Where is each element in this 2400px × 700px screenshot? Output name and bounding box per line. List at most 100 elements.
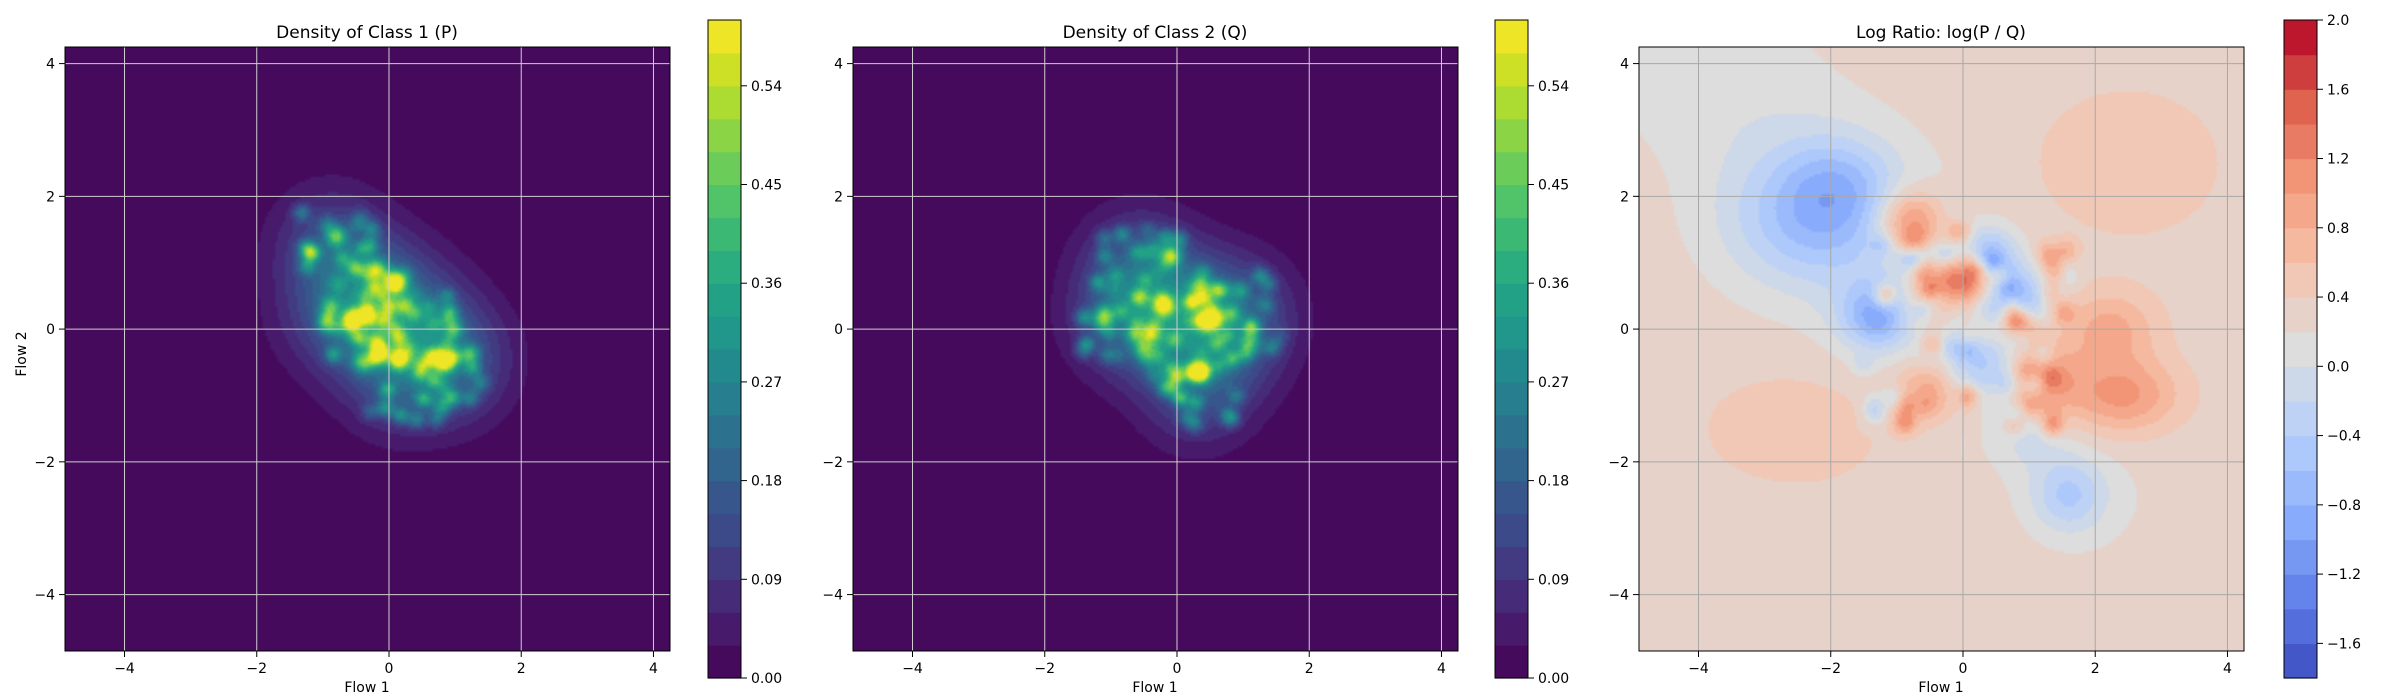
colorbar-tick-label: 0.54 xyxy=(1538,79,1569,95)
x-axis-label: Flow 1 xyxy=(344,680,389,696)
colorbar-tick-label: 0.45 xyxy=(751,178,782,194)
plot-frame xyxy=(1638,46,2245,652)
colorbar-tick-label: 0.09 xyxy=(751,572,782,588)
colorbar-segment xyxy=(708,381,741,416)
colorbar-tick-label: −0.8 xyxy=(2327,498,2361,514)
colorbar-segment xyxy=(708,645,741,679)
colorbar-tick-label: 0.09 xyxy=(1538,572,1569,588)
x-tick-label: 4 xyxy=(2223,661,2232,677)
colorbar-segment xyxy=(1495,414,1528,449)
colorbar-segment xyxy=(2284,54,2317,90)
colorbar-tick-label: 0.00 xyxy=(1538,671,1569,687)
y-tick-label: −2 xyxy=(34,455,55,471)
x-tick-label: 2 xyxy=(517,661,526,677)
colorbar-segment xyxy=(708,250,741,284)
colorbar-segment xyxy=(2284,366,2317,402)
x-tick-label: 2 xyxy=(2091,661,2100,677)
colorbar-segment xyxy=(2284,158,2317,194)
colorbar-segment xyxy=(2284,331,2317,367)
colorbar-segment xyxy=(1495,20,1528,54)
colorbar-segment xyxy=(1495,316,1528,350)
x-tick-label: −2 xyxy=(1820,661,1841,677)
colorbar-segment xyxy=(2284,435,2317,471)
colorbar-segment xyxy=(2284,608,2317,644)
colorbar-tick-label: 0.8 xyxy=(2327,221,2349,237)
colorbar-segment xyxy=(708,414,741,449)
colorbar-segment xyxy=(708,151,741,186)
y-tick-label: 4 xyxy=(834,57,843,73)
colorbar-tick-label: −0.4 xyxy=(2327,429,2361,445)
colorbar-segment xyxy=(708,118,741,153)
colorbar-segment xyxy=(1495,151,1528,186)
panel-log-ratio: Log Ratio: log(P / Q) −4 −2 0 2 4 −4 −2 0 2 4 Flo… xyxy=(1608,13,2361,696)
x-tick-label: 2 xyxy=(1305,661,1314,677)
colorbar: 0.00 0.09 0.18 0.27 0.36 0.45 0.54 xyxy=(707,19,782,687)
colorbar-tick-label: 0.18 xyxy=(751,474,782,490)
colorbar-segment xyxy=(2284,20,2317,56)
colorbar-segment xyxy=(1495,513,1528,547)
colorbar-frame xyxy=(707,19,742,679)
colorbar-segment xyxy=(708,513,741,547)
y-tick-label: 4 xyxy=(46,57,55,73)
y-tick-label: −2 xyxy=(822,455,843,471)
heatmap-image xyxy=(1639,47,2244,651)
colorbar-tick-label: 0.45 xyxy=(1538,178,1569,194)
y-tick-label: 2 xyxy=(1620,189,1629,205)
colorbar-segment xyxy=(2284,504,2317,541)
colorbar-segment xyxy=(1495,250,1528,284)
colorbar-segment xyxy=(2284,227,2317,264)
colorbar-segment xyxy=(1495,480,1528,515)
colorbar-segment xyxy=(1495,217,1528,251)
colorbar-segment xyxy=(708,217,741,251)
x-axis-label: Flow 1 xyxy=(1132,680,1177,696)
colorbar-segment xyxy=(708,480,741,515)
x-tick-label: −4 xyxy=(902,661,923,677)
colorbar-tick-label: −1.6 xyxy=(2327,636,2361,652)
x-tick-label: 0 xyxy=(1173,661,1182,677)
colorbar-tick-label: −1.2 xyxy=(2327,567,2361,583)
chart-title: Density of Class 2 (Q) xyxy=(1063,23,1248,43)
colorbar-tick-label: 0.0 xyxy=(2327,359,2349,375)
colorbar-segment xyxy=(1495,85,1528,120)
plot-frame xyxy=(64,46,671,652)
x-axis-label: Flow 1 xyxy=(1918,680,1963,696)
colorbar: −1.6 −1.2 −0.8 −0.4 0.0 0.4 0.8 1.2 1.6 2.0 xyxy=(2283,13,2361,679)
colorbar-segment xyxy=(2284,297,2317,333)
y-tick-label: −4 xyxy=(34,588,55,604)
plot-area: −4 −2 0 2 4 −4 −2 0 2 4 xyxy=(1608,46,2245,677)
colorbar-tick-label: 0.36 xyxy=(1538,276,1569,292)
colorbar-segment xyxy=(1495,349,1528,383)
x-tick-label: 0 xyxy=(385,661,394,677)
y-tick-label: 0 xyxy=(46,322,55,338)
colorbar-segment xyxy=(2284,123,2317,160)
colorbar-segment xyxy=(708,20,741,54)
x-tick-label: −2 xyxy=(1034,661,1055,677)
x-tick-label: 0 xyxy=(1959,661,1968,677)
colorbar-tick-label: 0.18 xyxy=(1538,474,1569,490)
colorbar-frame xyxy=(1494,19,1529,679)
colorbar-segment xyxy=(2284,539,2317,575)
x-tick-label: −2 xyxy=(246,661,267,677)
y-tick-label: −4 xyxy=(1608,588,1629,604)
plot-frame xyxy=(852,46,1459,652)
y-tick-label: 0 xyxy=(834,322,843,338)
colorbar-segment xyxy=(1495,546,1528,580)
y-tick-label: 2 xyxy=(46,189,55,205)
colorbar-segment xyxy=(2284,89,2317,125)
colorbar-tick-label: 0.27 xyxy=(751,375,782,391)
colorbar-segment xyxy=(708,52,741,87)
colorbar-segment xyxy=(2284,470,2317,506)
chart-title: Density of Class 1 (P) xyxy=(276,23,458,43)
y-tick-label: 0 xyxy=(1620,322,1629,338)
colorbar-tick-label: 2.0 xyxy=(2327,13,2349,29)
heatmap-image xyxy=(853,47,1458,651)
colorbar-segment xyxy=(708,316,741,350)
colorbar-segment xyxy=(1495,283,1528,317)
x-tick-label: −4 xyxy=(114,661,135,677)
colorbar-segment xyxy=(1495,118,1528,153)
heatmap-image xyxy=(65,47,670,651)
colorbar-segment xyxy=(1495,52,1528,87)
colorbar-segment xyxy=(708,612,741,646)
colorbar-segment xyxy=(708,184,741,218)
